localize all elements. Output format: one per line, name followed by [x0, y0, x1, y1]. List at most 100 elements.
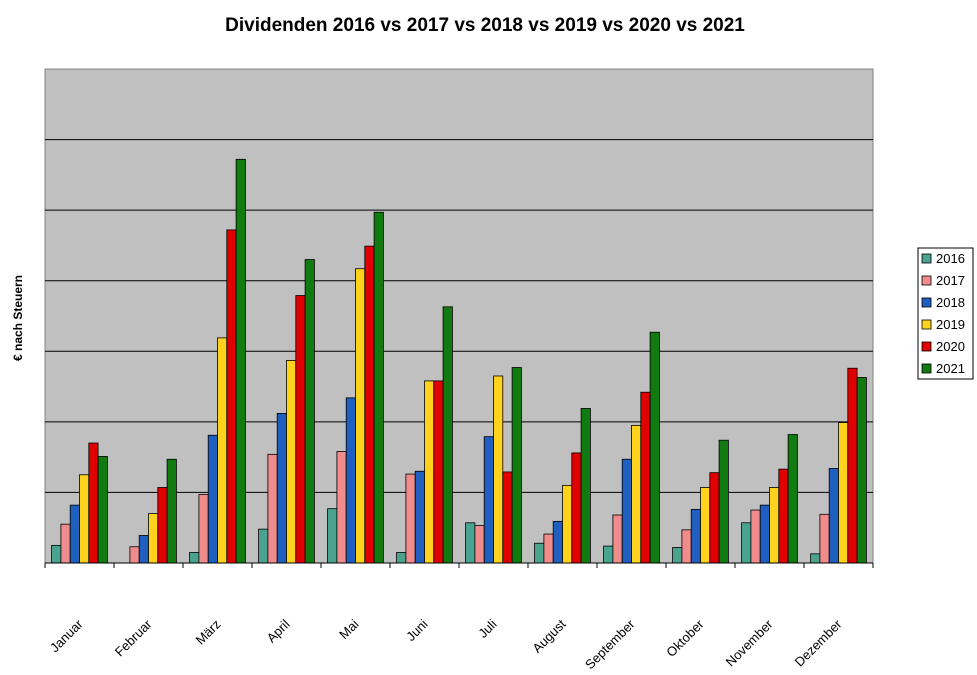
bar-2018-9 [690, 508, 701, 564]
bar-2021-2 [235, 158, 246, 564]
bar-2017-6 [474, 525, 485, 564]
x-tick-label: März [193, 617, 224, 648]
bar-2019-1 [148, 513, 159, 564]
bar-2019-5 [424, 380, 435, 564]
bar-2020-1 [157, 487, 168, 564]
bar-2017-1 [129, 546, 140, 564]
bar-2016-2 [189, 552, 200, 564]
bar-2020-9 [709, 472, 720, 564]
bar-2019-7 [562, 484, 573, 564]
bar-2016-3 [258, 528, 269, 564]
bar-2021-3 [304, 259, 315, 564]
bar-2018-2 [207, 434, 218, 564]
bar-2018-11 [828, 468, 839, 564]
bar-2017-0 [60, 523, 71, 564]
bar-2019-9 [700, 487, 711, 564]
bar-2016-4 [327, 508, 338, 564]
bar-2017-4 [336, 451, 347, 564]
x-tick-label: Mai [336, 616, 361, 641]
bar-2018-4 [345, 397, 356, 564]
x-tick-label: Juni [403, 616, 431, 644]
x-tick-label: Juli [475, 616, 499, 640]
legend-swatch-2019 [921, 319, 932, 330]
legend-label-2016: 2016 [936, 251, 965, 266]
bar-2020-4 [364, 245, 375, 564]
x-tick-label: September [582, 616, 638, 672]
bar-2020-0 [88, 442, 99, 564]
bar-2020-7 [571, 452, 582, 564]
bars [51, 158, 867, 564]
bar-2018-7 [552, 520, 563, 564]
bar-2017-11 [819, 513, 830, 564]
x-tick-label: August [529, 616, 568, 655]
legend-label-2017: 2017 [936, 273, 965, 288]
bar-2019-2 [217, 337, 228, 564]
bar-2020-5 [433, 380, 444, 564]
bar-2020-8 [640, 391, 651, 564]
bar-2019-8 [631, 424, 642, 564]
bar-2018-1 [138, 535, 149, 564]
bar-2021-8 [649, 331, 660, 564]
bar-2021-9 [718, 439, 729, 564]
legend: 2016 2017 2018 2019 2020 2021 [917, 247, 974, 380]
bar-2020-10 [778, 468, 789, 564]
bar-2017-2 [198, 494, 209, 564]
bar-2016-5 [396, 552, 407, 564]
bar-2018-10 [759, 504, 770, 564]
legend-box [917, 247, 974, 380]
legend-swatch-2020 [921, 341, 932, 352]
bar-2016-0 [51, 544, 62, 564]
legend-label-2021: 2021 [936, 361, 965, 376]
legend-swatch-2017 [921, 275, 932, 286]
bar-2018-0 [69, 504, 80, 564]
bar-2017-7 [543, 533, 554, 564]
bar-2017-3 [267, 453, 278, 564]
bar-2021-5 [442, 306, 453, 564]
bar-2019-3 [286, 360, 297, 564]
bar-2018-5 [414, 470, 425, 564]
bar-2017-10 [750, 509, 761, 564]
legend-label-2020: 2020 [936, 339, 965, 354]
bar-2018-8 [621, 458, 632, 564]
bar-2016-10 [741, 522, 752, 564]
chart-title: Dividenden 2016 vs 2017 vs 2018 vs 2019 … [225, 15, 745, 36]
legend-label-2019: 2019 [936, 317, 965, 332]
x-tick-label: Dezember [792, 616, 845, 669]
legend-swatch-2016 [921, 253, 932, 264]
bar-2020-11 [847, 367, 858, 564]
bar-2021-0 [97, 456, 108, 564]
bar-2018-3 [276, 412, 287, 564]
bar-2016-6 [465, 522, 476, 564]
bar-2020-6 [502, 471, 513, 564]
bar-2016-8 [603, 545, 614, 564]
x-axis: Januar Februar März April Mai Juni Juli August S… [44, 562, 874, 672]
bar-2021-7 [580, 408, 591, 564]
x-tick-label: Januar [47, 616, 86, 655]
bar-2021-6 [511, 367, 522, 564]
bar-2020-2 [226, 229, 237, 564]
bar-2016-9 [672, 547, 683, 564]
bar-2019-10 [769, 487, 780, 564]
bar-2021-10 [787, 434, 798, 564]
bar-2016-11 [810, 553, 821, 564]
bar-2021-11 [856, 376, 867, 564]
bar-2017-8 [612, 514, 623, 564]
bar-2020-3 [295, 295, 306, 564]
legend-label-2018: 2018 [936, 295, 965, 310]
x-tick-label: April [264, 616, 293, 645]
bar-2017-5 [405, 473, 416, 564]
y-axis-label: € nach Steuern [11, 275, 25, 361]
legend-swatch-2018 [921, 297, 932, 308]
bar-2019-6 [493, 375, 504, 564]
x-tick-label: Februar [112, 616, 155, 659]
plot-area [44, 68, 874, 564]
bar-2021-1 [166, 458, 177, 564]
bar-2019-0 [79, 474, 90, 564]
bar-2017-9 [681, 529, 692, 564]
bar-2021-4 [373, 211, 384, 564]
bar-2019-11 [838, 422, 849, 564]
legend-swatch-2021 [921, 363, 932, 374]
bar-2016-7 [534, 542, 545, 564]
gridlines [45, 139, 873, 493]
